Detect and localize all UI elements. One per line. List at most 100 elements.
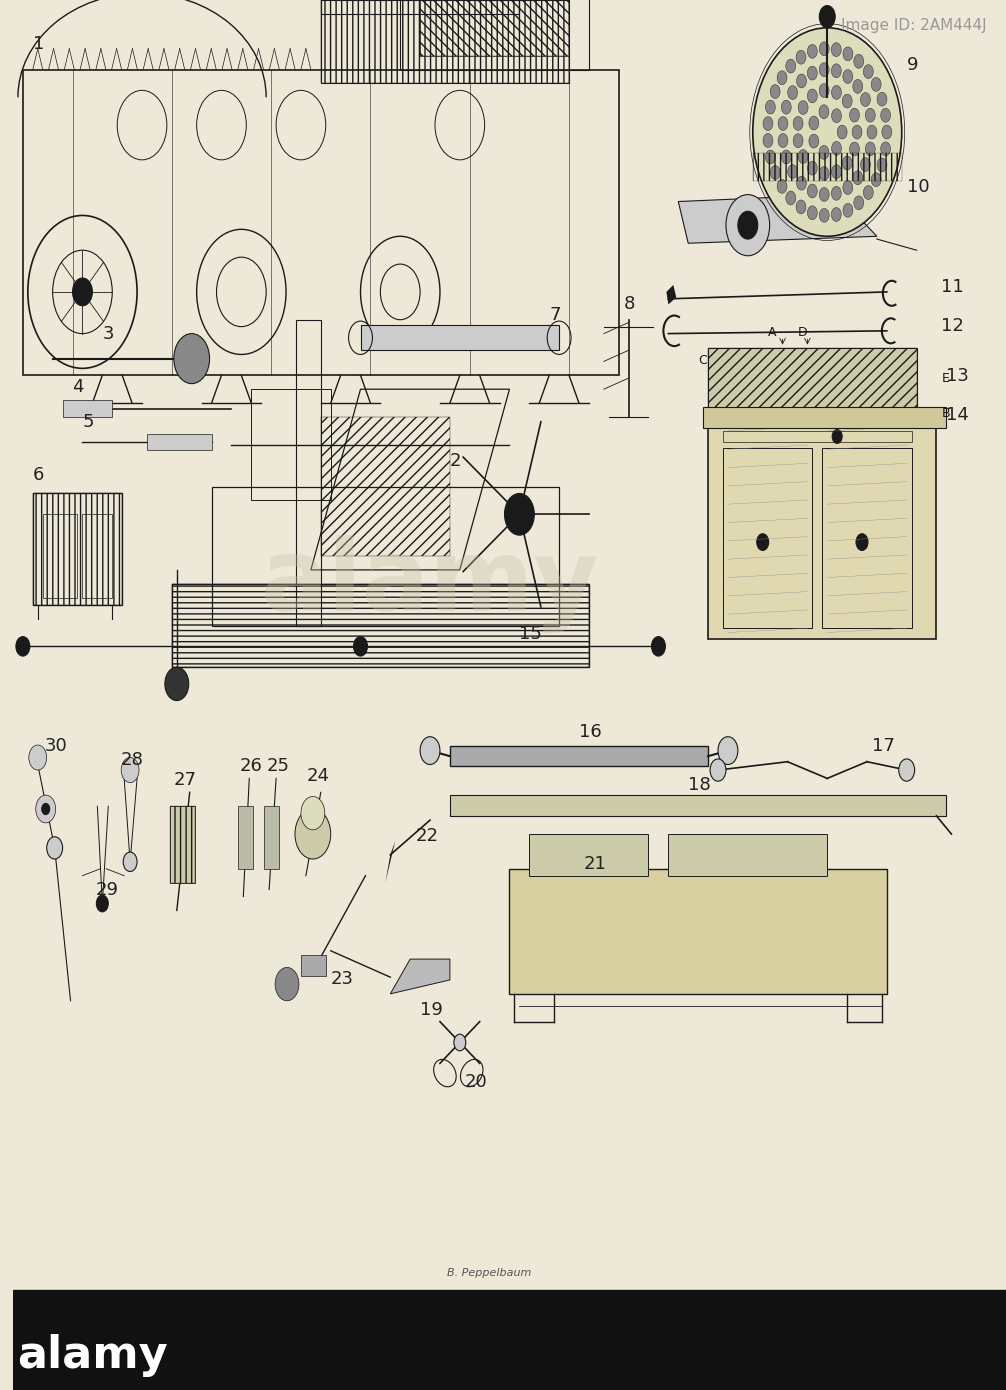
Text: 29: 29: [96, 881, 119, 899]
Circle shape: [831, 43, 841, 57]
Text: 5: 5: [82, 413, 94, 431]
Circle shape: [831, 64, 841, 78]
Circle shape: [832, 430, 842, 443]
Circle shape: [843, 181, 853, 195]
Circle shape: [860, 157, 870, 171]
Circle shape: [16, 637, 30, 656]
Text: 2: 2: [450, 452, 462, 470]
Circle shape: [777, 71, 787, 85]
Bar: [668, 834, 827, 876]
Text: B. Peppelbaum: B. Peppelbaum: [448, 1268, 532, 1277]
Circle shape: [880, 108, 890, 122]
Circle shape: [798, 150, 808, 164]
Bar: [172, 584, 589, 667]
Circle shape: [36, 795, 55, 823]
Circle shape: [771, 85, 780, 99]
Text: 30: 30: [44, 737, 67, 755]
Circle shape: [877, 158, 887, 172]
Circle shape: [793, 117, 803, 131]
Bar: [147, 434, 211, 450]
Circle shape: [877, 92, 887, 106]
Text: 17: 17: [872, 737, 894, 755]
Circle shape: [737, 211, 758, 239]
Polygon shape: [666, 285, 676, 304]
Circle shape: [819, 167, 829, 181]
Bar: [238, 806, 254, 869]
Bar: [509, 869, 887, 994]
Text: 1: 1: [33, 35, 44, 53]
Bar: [421, 0, 569, 56]
Circle shape: [843, 47, 853, 61]
Bar: [529, 834, 649, 876]
Bar: [321, 0, 569, 83]
Circle shape: [504, 493, 534, 535]
Circle shape: [849, 142, 859, 156]
Circle shape: [831, 207, 841, 221]
Circle shape: [46, 837, 62, 859]
Bar: [13, 1290, 1006, 1390]
Bar: [296, 320, 321, 626]
Text: 10: 10: [906, 178, 930, 196]
Circle shape: [863, 185, 873, 199]
Circle shape: [726, 195, 770, 256]
Circle shape: [809, 115, 819, 129]
Circle shape: [763, 133, 773, 147]
Circle shape: [808, 206, 817, 220]
Circle shape: [819, 42, 829, 56]
Circle shape: [121, 758, 139, 783]
Circle shape: [808, 161, 817, 175]
Bar: [82, 514, 113, 598]
Circle shape: [771, 165, 780, 179]
Bar: [33, 493, 122, 605]
Circle shape: [797, 177, 807, 190]
Bar: [252, 389, 331, 500]
Bar: [708, 409, 927, 425]
Circle shape: [796, 200, 806, 214]
Text: alamy: alamy: [261, 535, 600, 632]
Circle shape: [752, 28, 901, 236]
Circle shape: [652, 637, 665, 656]
Circle shape: [819, 188, 829, 202]
Bar: [321, 0, 519, 14]
Circle shape: [849, 108, 859, 122]
Circle shape: [819, 63, 829, 76]
Bar: [211, 486, 559, 626]
Circle shape: [766, 150, 776, 164]
Bar: [752, 153, 901, 181]
Text: B: B: [942, 407, 950, 420]
Circle shape: [788, 164, 798, 178]
Text: D: D: [798, 327, 807, 339]
Text: 9: 9: [906, 56, 918, 74]
Circle shape: [778, 133, 788, 147]
Circle shape: [123, 852, 137, 872]
Circle shape: [854, 196, 864, 210]
Circle shape: [808, 44, 817, 58]
Text: 8: 8: [624, 295, 635, 313]
Bar: [360, 325, 559, 350]
Bar: [301, 955, 326, 976]
Text: 25: 25: [267, 758, 289, 776]
Circle shape: [97, 895, 109, 912]
Bar: [708, 424, 937, 639]
Circle shape: [831, 186, 841, 200]
Text: 26: 26: [239, 758, 263, 776]
Bar: [170, 806, 195, 883]
Circle shape: [832, 165, 841, 179]
Circle shape: [757, 534, 769, 550]
Circle shape: [72, 278, 93, 306]
Polygon shape: [678, 195, 877, 243]
Text: A: A: [768, 327, 777, 339]
Bar: [33, 493, 122, 605]
Circle shape: [819, 104, 829, 118]
Circle shape: [798, 100, 808, 114]
Circle shape: [782, 150, 792, 164]
Circle shape: [863, 65, 873, 79]
Circle shape: [797, 74, 807, 88]
Text: 13: 13: [947, 367, 970, 385]
Circle shape: [786, 190, 796, 204]
Circle shape: [860, 93, 870, 107]
Text: 19: 19: [421, 1001, 443, 1019]
Bar: [723, 431, 911, 442]
Bar: [703, 407, 947, 428]
Bar: [265, 806, 279, 869]
